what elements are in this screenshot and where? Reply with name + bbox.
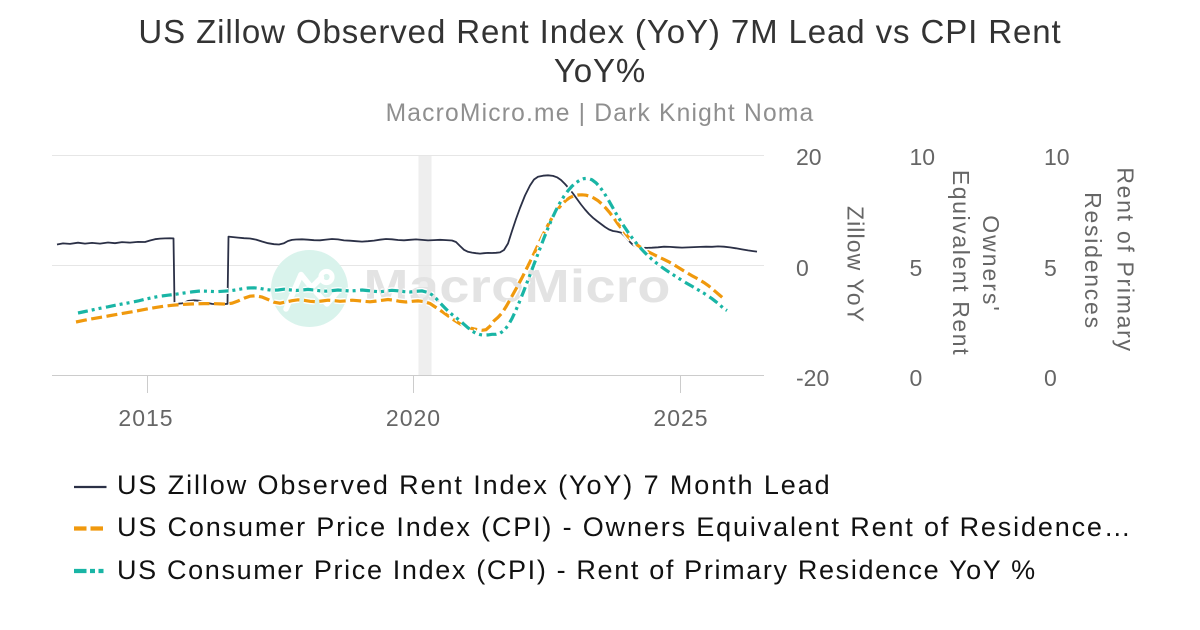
svg-text:US Consumer Price Index (CPI): US Consumer Price Index (CPI) - Owners E… bbox=[117, 512, 1133, 542]
svg-text:YoY%: YoY% bbox=[554, 52, 646, 89]
svg-text:Rent of Primary: Rent of Primary bbox=[1113, 167, 1139, 352]
svg-text:0: 0 bbox=[1044, 365, 1057, 391]
svg-text:10: 10 bbox=[1044, 144, 1070, 170]
svg-text:MacroMicro: MacroMicro bbox=[364, 260, 671, 313]
svg-text:10: 10 bbox=[910, 144, 936, 170]
svg-text:-20: -20 bbox=[796, 365, 829, 391]
svg-text:2020: 2020 bbox=[386, 405, 441, 431]
svg-text:20: 20 bbox=[796, 144, 822, 170]
svg-text:Equivalent Rent: Equivalent Rent bbox=[948, 170, 974, 356]
svg-text:US Zillow Observed Rent Index: US Zillow Observed Rent Index (YoY) 7M L… bbox=[138, 13, 1061, 50]
svg-text:2015: 2015 bbox=[118, 405, 173, 431]
svg-text:Zillow YoY: Zillow YoY bbox=[843, 206, 869, 323]
svg-text:MacroMicro.me | Dark Knight No: MacroMicro.me | Dark Knight Noma bbox=[386, 100, 815, 127]
svg-text:5: 5 bbox=[1044, 255, 1057, 281]
svg-text:2025: 2025 bbox=[653, 405, 708, 431]
svg-text:US Zillow Observed Rent Index: US Zillow Observed Rent Index (YoY) 7 Mo… bbox=[117, 470, 832, 500]
svg-text:Owners': Owners' bbox=[978, 215, 1004, 313]
svg-text:0: 0 bbox=[910, 365, 923, 391]
svg-text:0: 0 bbox=[796, 255, 809, 281]
svg-text:US Consumer Price Index (CPI): US Consumer Price Index (CPI) - Rent of … bbox=[117, 555, 1037, 585]
svg-text:5: 5 bbox=[910, 255, 923, 281]
svg-text:Residences: Residences bbox=[1080, 192, 1106, 330]
